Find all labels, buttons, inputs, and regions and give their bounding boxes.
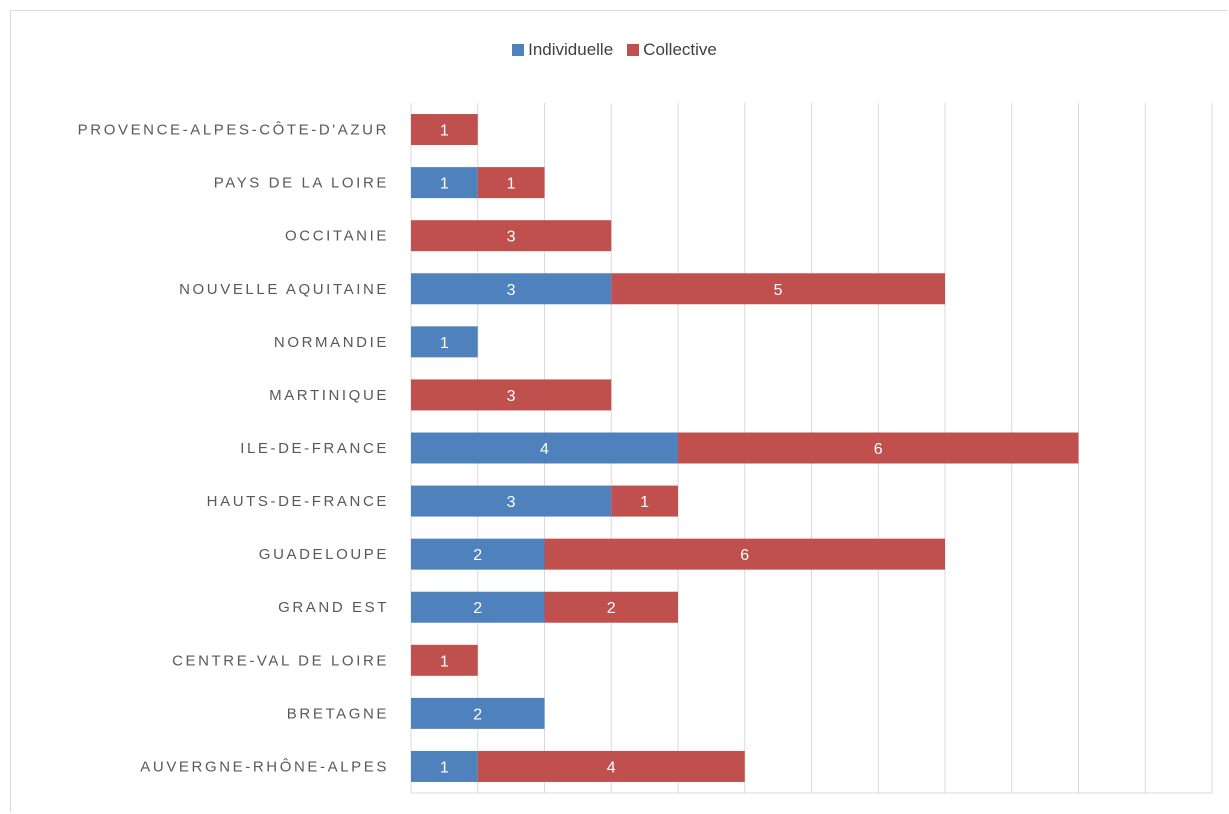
data-label: 1 bbox=[440, 176, 449, 193]
data-label: 6 bbox=[740, 547, 749, 564]
bar-collective bbox=[544, 538, 945, 570]
category-label: GRAND EST bbox=[278, 599, 389, 616]
category-label: HAUTS-DE-FRANCE bbox=[207, 493, 389, 510]
data-label: 3 bbox=[507, 282, 516, 299]
bar-collective bbox=[477, 750, 745, 782]
category-label: MARTINIQUE bbox=[269, 387, 389, 404]
data-label: 1 bbox=[507, 176, 516, 193]
bar-collective bbox=[477, 167, 545, 199]
category-label: AUVERGNE-RHÔNE-ALPES bbox=[140, 758, 389, 775]
data-label: 4 bbox=[540, 441, 549, 458]
category-label: ILE-DE-FRANCE bbox=[240, 440, 389, 457]
bar-individuelle bbox=[411, 538, 545, 570]
data-label: 1 bbox=[440, 335, 449, 352]
bar-individuelle bbox=[411, 326, 478, 358]
data-label: 2 bbox=[473, 706, 482, 723]
legend-label-individuelle: Individuelle bbox=[528, 40, 614, 59]
category-label: GUADELOUPE bbox=[259, 546, 389, 563]
category-label: PAYS DE LA LOIRE bbox=[214, 175, 389, 192]
category-label: OCCITANIE bbox=[285, 228, 389, 245]
category-label: CENTRE-VAL DE LOIRE bbox=[172, 652, 389, 669]
bar-individuelle bbox=[411, 591, 545, 623]
legend-swatch-collective bbox=[627, 44, 640, 56]
data-label: 6 bbox=[874, 441, 883, 458]
data-label: 1 bbox=[640, 494, 649, 511]
category-label: NORMANDIE bbox=[274, 334, 389, 351]
data-label: 3 bbox=[507, 388, 516, 405]
bar-collective bbox=[544, 591, 678, 623]
data-label: 1 bbox=[440, 123, 449, 140]
data-label: 2 bbox=[473, 547, 482, 564]
data-label: 1 bbox=[440, 653, 449, 670]
bar-individuelle bbox=[411, 697, 545, 729]
bar-individuelle bbox=[411, 273, 612, 305]
bar-individuelle bbox=[411, 485, 612, 517]
bar-collective bbox=[678, 432, 1079, 464]
data-label: 5 bbox=[774, 282, 783, 299]
category-label: NOUVELLE AQUITAINE bbox=[179, 281, 389, 298]
data-label: 3 bbox=[507, 229, 516, 246]
bar-collective bbox=[611, 485, 678, 517]
bar-collective bbox=[411, 114, 478, 146]
bar-collective bbox=[411, 644, 478, 676]
bar-collective bbox=[611, 273, 945, 305]
legend-item-collective: Collective bbox=[627, 40, 717, 60]
bar-individuelle bbox=[411, 750, 478, 782]
bar-individuelle bbox=[411, 167, 478, 199]
chart-frame bbox=[10, 10, 1227, 812]
data-label: 2 bbox=[473, 600, 482, 617]
category-label: PROVENCE-ALPES-CÔTE-D'AZUR bbox=[78, 122, 389, 139]
category-label: BRETAGNE bbox=[287, 705, 389, 722]
legend: Individuelle Collective bbox=[0, 40, 1229, 60]
bar-individuelle bbox=[411, 432, 678, 464]
legend-item-individuelle: Individuelle bbox=[512, 40, 613, 60]
data-label: 1 bbox=[440, 759, 449, 776]
data-label: 4 bbox=[607, 759, 616, 776]
data-label: 2 bbox=[607, 600, 616, 617]
bar-collective bbox=[411, 220, 612, 252]
legend-swatch-individuelle bbox=[512, 44, 525, 56]
data-label: 3 bbox=[507, 494, 516, 511]
bar-collective bbox=[411, 379, 612, 411]
legend-label-collective: Collective bbox=[643, 40, 717, 59]
